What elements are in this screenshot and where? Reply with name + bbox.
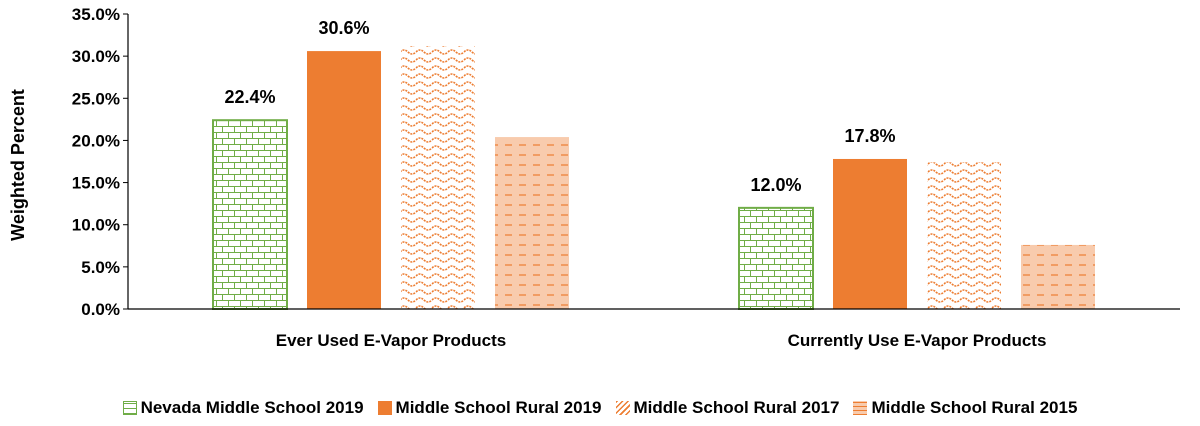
- x-category-label: Currently Use E-Vapor Products: [788, 331, 1047, 350]
- bar-middle-school-rural-2015-1: [1021, 244, 1095, 309]
- y-tick-label: 30.0%: [72, 47, 120, 66]
- bar-chart: Weighted Percent 0.0% 5.0% 10.0% 15.0% 20.0%…: [8, 5, 1180, 350]
- legend-label: Middle School Rural 2017: [633, 398, 840, 417]
- data-label: 17.8%: [844, 126, 895, 146]
- y-tick-label: 15.0%: [72, 174, 120, 193]
- legend-swatch: [853, 401, 868, 415]
- legend-swatch: [122, 401, 137, 415]
- y-tick-label: 5.0%: [81, 258, 120, 277]
- x-category-label: Ever Used E-Vapor Products: [276, 331, 507, 350]
- legend-label: Middle School Rural 2015: [871, 398, 1078, 417]
- legend-item: Middle School Rural 2017: [615, 398, 840, 418]
- legend-label: Middle School Rural 2019: [395, 398, 602, 417]
- y-tick-label: 25.0%: [72, 89, 120, 108]
- legend: Nevada Middle School 2019 Middle School R…: [0, 398, 1200, 418]
- y-tick-label: 0.0%: [81, 300, 120, 319]
- bar-middle-school-rural-2019-0: [307, 51, 381, 309]
- y-tick-label: 10.0%: [72, 216, 120, 235]
- bar-nevada-middle-school-2019-1: [738, 206, 814, 311]
- y-tick-label: 20.0%: [72, 131, 120, 150]
- bar-middle-school-rural-2017-1: [927, 162, 1001, 309]
- data-label: 12.0%: [750, 175, 801, 195]
- bar-middle-school-rural-2019-1: [833, 158, 907, 309]
- y-tick-label: 35.0%: [72, 5, 120, 24]
- data-label: 22.4%: [224, 87, 275, 107]
- data-label: 30.6%: [318, 18, 369, 38]
- legend-item: Middle School Rural 2019: [377, 398, 602, 418]
- legend-label: Nevada Middle School 2019: [140, 398, 364, 417]
- y-axis-label: Weighted Percent: [8, 89, 28, 241]
- bar-middle-school-rural-2017-0: [401, 46, 475, 310]
- legend-swatch: [615, 401, 630, 415]
- bar-middle-school-rural-2015-0: [495, 137, 569, 309]
- bar-nevada-middle-school-2019-0: [212, 119, 288, 310]
- legend-item: Nevada Middle School 2019: [122, 398, 364, 418]
- legend-swatch: [377, 401, 392, 415]
- legend-item: Middle School Rural 2015: [853, 398, 1077, 418]
